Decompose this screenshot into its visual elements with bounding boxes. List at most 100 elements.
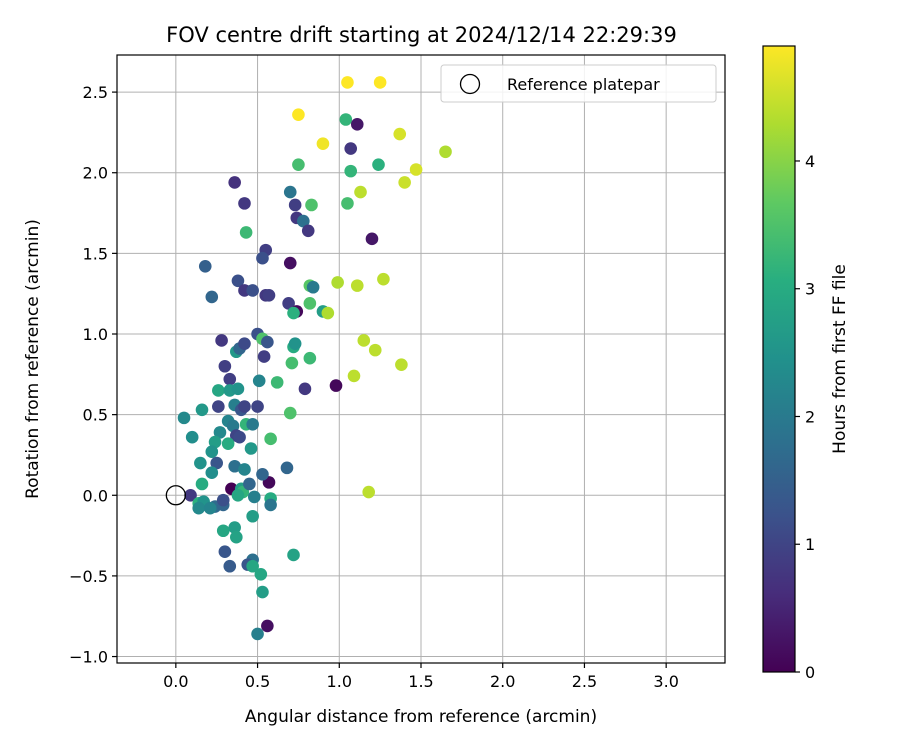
data-point: [292, 108, 305, 121]
colorbar-tick-label: 3: [805, 280, 815, 299]
data-point: [231, 488, 245, 502]
data-point: [303, 351, 317, 365]
data-point: [221, 437, 235, 450]
data-point: [226, 419, 240, 433]
data-point: [298, 382, 312, 396]
data-point: [246, 559, 259, 573]
data-point: [262, 288, 276, 302]
data-point: [246, 284, 259, 297]
data-point: [280, 461, 294, 475]
colorbar-tick-label: 2: [805, 407, 815, 426]
data-point: [264, 432, 277, 446]
data-point: [329, 379, 343, 392]
data-point: [230, 530, 243, 544]
data-point: [205, 445, 219, 459]
data-point: [212, 384, 225, 397]
data-point: [283, 256, 297, 270]
data-point: [297, 214, 310, 228]
x-tick-label: 2.5: [572, 672, 597, 691]
colorbar-ticks: 0 1 2 3 4: [795, 152, 815, 682]
data-point: [231, 274, 245, 288]
data-point: [288, 337, 302, 350]
data-point: [238, 463, 251, 476]
data-point: [373, 76, 387, 89]
colorbar-label: Hours from first FF file: [830, 264, 850, 454]
data-point: [212, 400, 225, 413]
legend: Reference platepar: [440, 64, 717, 103]
x-axis-label: Angular distance from reference (arcmin): [245, 707, 597, 727]
colorbar-tick-label: 1: [805, 535, 815, 554]
data-point: [256, 468, 269, 481]
data-point: [231, 382, 245, 396]
data-point: [244, 442, 258, 455]
y-tick-label: 2.0: [83, 164, 108, 183]
data-point: [344, 164, 358, 178]
data-point: [218, 359, 232, 373]
data-point: [194, 456, 207, 470]
x-tick-label: 1.5: [408, 672, 433, 691]
data-point: [341, 76, 354, 89]
reference-point: [165, 485, 186, 506]
data-point: [185, 430, 199, 444]
data-point: [246, 509, 259, 523]
data-point: [256, 251, 269, 265]
data-point: [283, 185, 297, 199]
data-point: [287, 306, 300, 320]
data-point: [252, 374, 266, 388]
data-point: [377, 272, 390, 286]
x-tick-label: 3.0: [653, 672, 678, 691]
data-point: [216, 524, 230, 538]
data-point: [368, 343, 382, 357]
data-point: [254, 567, 268, 581]
y-tick-label: −1.0: [69, 648, 108, 667]
data-point: [439, 145, 452, 159]
colorbar-tick-label: 4: [805, 152, 815, 171]
data-point: [409, 163, 423, 176]
data-point: [287, 548, 300, 562]
data-point: [350, 279, 364, 292]
data-point: [184, 488, 197, 502]
data-point: [247, 490, 261, 504]
x-axis: 0.0 0.5 1.0 1.5 2.0 2.5 3.0: [163, 663, 679, 691]
data-point: [350, 118, 364, 131]
data-point: [292, 158, 305, 171]
data-point: [198, 259, 212, 273]
y-tick-label: 0.0: [83, 486, 108, 505]
data-point: [261, 619, 274, 633]
data-point: [362, 485, 375, 499]
data-point: [305, 198, 318, 212]
data-point: [233, 430, 246, 444]
y-tick-label: 1.0: [83, 325, 108, 344]
data-point: [321, 306, 335, 320]
data-point: [306, 280, 320, 294]
data-point: [331, 276, 344, 289]
x-tick-label: 0.0: [163, 672, 188, 691]
data-point: [215, 334, 228, 347]
data-point: [341, 197, 354, 210]
data-point: [246, 418, 259, 431]
colorbar-gradient: [762, 45, 796, 673]
data-point: [205, 290, 219, 304]
y-tick-label: 1.5: [83, 244, 108, 263]
data-point: [398, 176, 411, 189]
data-point: [395, 358, 408, 371]
data-point: [264, 498, 277, 512]
y-axis-label: Rotation from reference (arcmin): [23, 219, 43, 499]
legend-label: Reference platepar: [507, 75, 660, 94]
data-point: [270, 376, 284, 389]
data-point: [228, 459, 241, 473]
x-tick-label: 0.5: [245, 672, 270, 691]
data-point: [177, 411, 191, 425]
colorbar: 0 1 2 3 4 Hours from first FF file: [762, 45, 850, 682]
data-point: [303, 297, 317, 310]
data-point: [205, 466, 219, 479]
data-point: [208, 435, 222, 449]
data-point: [257, 350, 271, 363]
data-point: [228, 521, 241, 534]
data-point: [223, 559, 237, 573]
data-point: [238, 197, 251, 210]
y-tick-label: −0.5: [69, 567, 108, 586]
chart-title: FOV centre drift starting at 2024/12/14 …: [166, 23, 677, 47]
data-point: [288, 198, 302, 212]
